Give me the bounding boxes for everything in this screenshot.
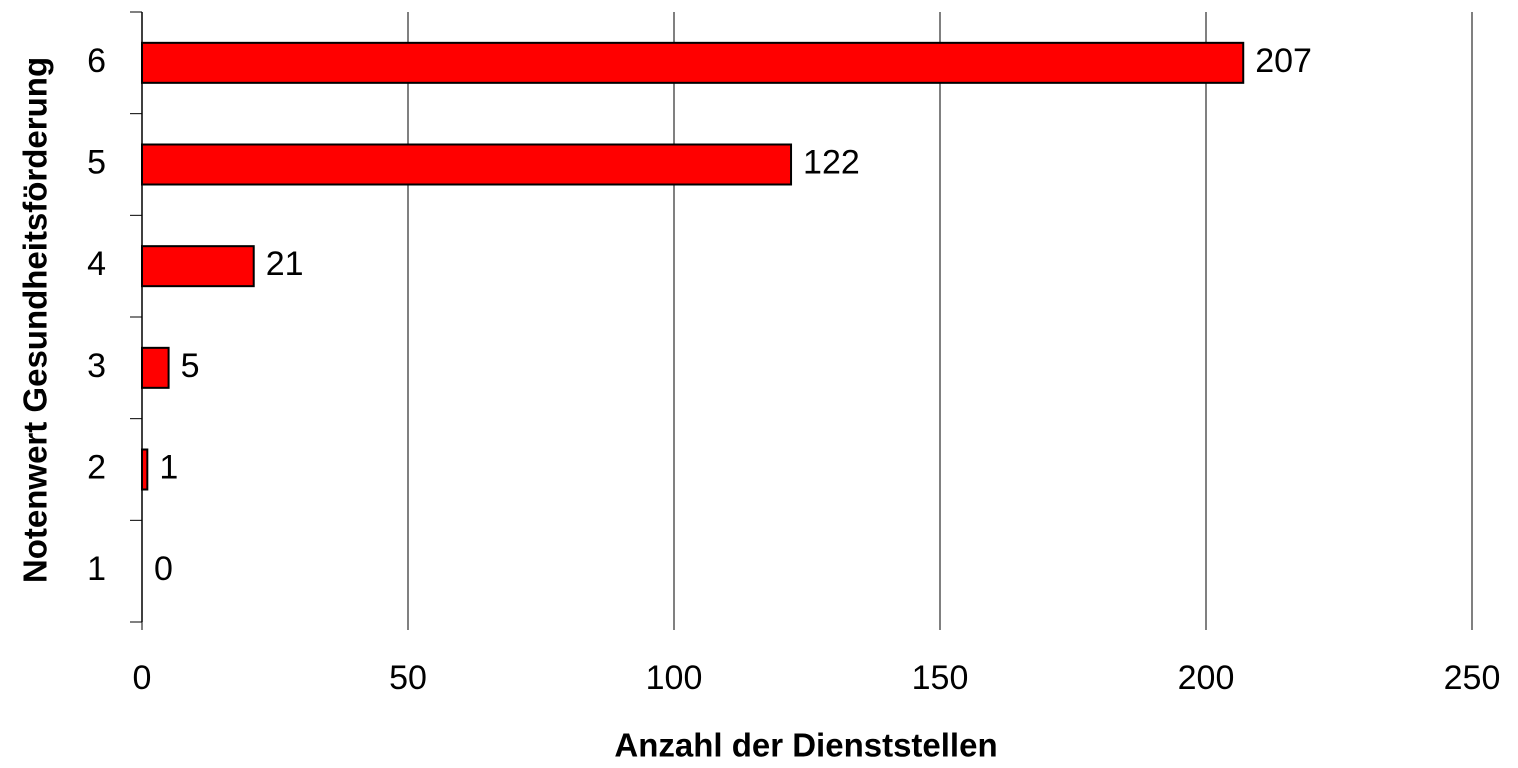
data-label: 1 bbox=[159, 448, 178, 486]
data-label: 21 bbox=[266, 245, 304, 283]
x-tick-label: 100 bbox=[646, 659, 703, 697]
y-tick-label: 2 bbox=[87, 448, 106, 486]
y-tick-label: 5 bbox=[87, 143, 106, 181]
y-tick-label: 1 bbox=[87, 550, 106, 588]
bar bbox=[141, 143, 793, 186]
data-label: 122 bbox=[803, 143, 860, 181]
y-tick-label: 6 bbox=[87, 42, 106, 80]
y-tick-label: 3 bbox=[87, 347, 106, 385]
x-tick-label: 150 bbox=[912, 659, 969, 697]
data-label: 5 bbox=[181, 347, 200, 385]
x-tick-label: 50 bbox=[389, 659, 427, 697]
x-axis-title: Anzahl der Dienststellen bbox=[614, 727, 997, 764]
bar bbox=[141, 245, 255, 288]
x-tick-label: 0 bbox=[133, 659, 152, 697]
y-tick-label: 4 bbox=[87, 245, 106, 283]
bar bbox=[141, 41, 1245, 84]
data-label: 207 bbox=[1255, 42, 1312, 80]
x-tick-label: 200 bbox=[1178, 659, 1235, 697]
y-axis-title: Notenwert Gesundheitsförderung bbox=[17, 57, 54, 583]
data-label: 0 bbox=[154, 550, 173, 588]
x-tick-label: 250 bbox=[1444, 659, 1501, 697]
bar bbox=[141, 346, 170, 389]
bar bbox=[141, 448, 149, 491]
